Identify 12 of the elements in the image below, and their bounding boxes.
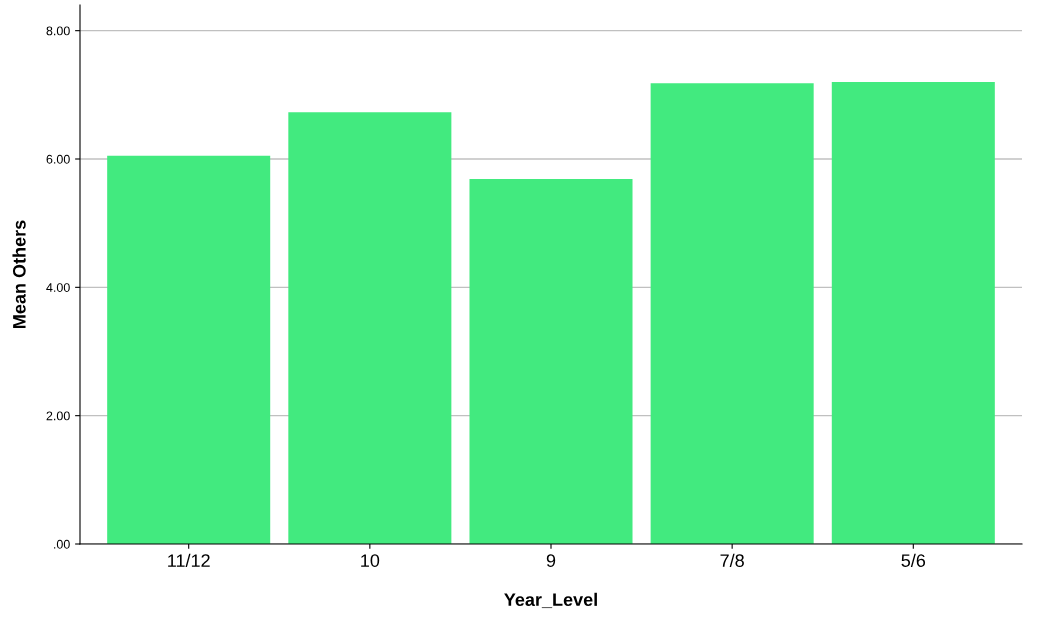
y-tick-label: 6.00 (46, 154, 70, 164)
x-axis-title: Year_Level (504, 592, 597, 609)
y-axis-title: Mean Others (12, 220, 26, 328)
y-tick-label: 8.00 (46, 26, 70, 36)
x-tick-label: 5/6 (901, 553, 926, 567)
y-tick-label: .00 (54, 539, 70, 549)
x-tick-label: 7/8 (720, 553, 744, 567)
y-tick-label: 2.00 (46, 411, 70, 421)
x-tick-label: 9 (546, 554, 556, 567)
y-tick-label: 4.00 (46, 283, 70, 292)
x-tick-label: 11/12 (168, 553, 210, 567)
x-tick-label: 10 (361, 554, 380, 567)
